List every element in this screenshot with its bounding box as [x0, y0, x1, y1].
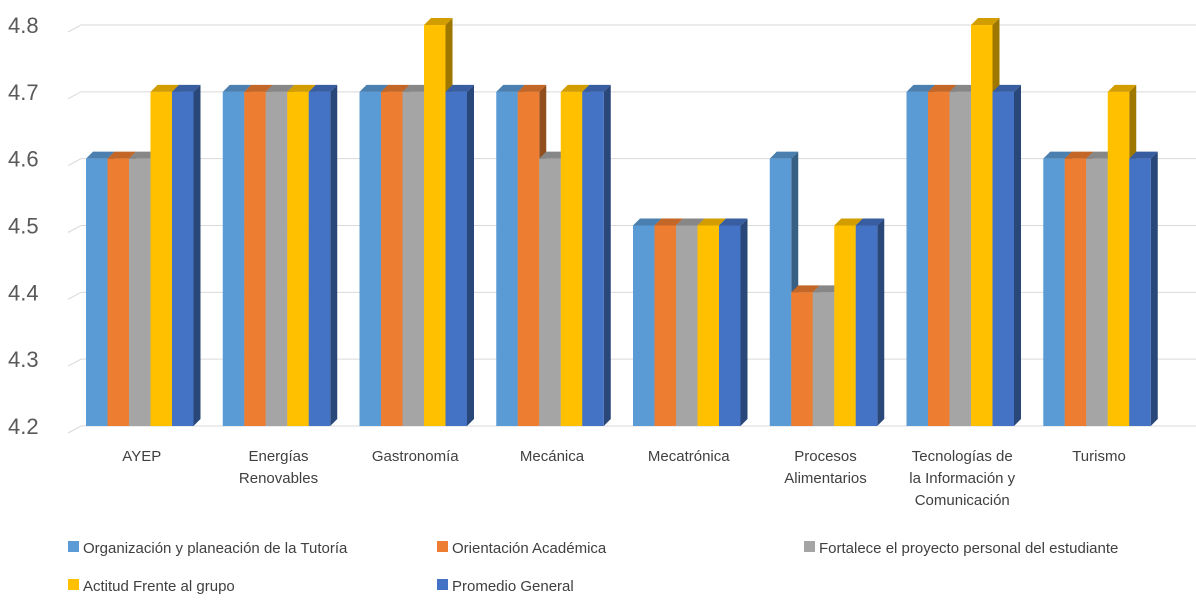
legend-swatch [68, 579, 79, 590]
x-tick-label: Gastronomía [372, 448, 459, 465]
legend-swatch [68, 541, 79, 552]
legend-label: Orientación Académica [452, 540, 607, 557]
legend-item: Fortalece el proyecto personal del estud… [804, 540, 1118, 557]
x-tick-label: Mecánica [520, 448, 585, 465]
x-tick-label: Tecnologías de la Información y Comunicaci… [909, 448, 1015, 509]
bar [1129, 151, 1158, 426]
legend-label: Fortalece el proyecto personal del estud… [819, 540, 1118, 557]
x-tick-label: Procesos Alimentarios [784, 448, 867, 487]
y-tick-label: 4.8 [8, 13, 39, 38]
legend-label: Organización y planeación de la Tutoría [83, 540, 348, 557]
bar [719, 218, 748, 426]
legend-item: Actitud Frente al grupo [68, 578, 235, 595]
bar [855, 218, 885, 426]
y-tick-label: 4.5 [8, 214, 39, 239]
legend-item: Promedio General [437, 578, 574, 595]
y-tick-label: 4.2 [8, 414, 39, 439]
legend-swatch [804, 541, 815, 552]
y-tick-label: 4.4 [8, 280, 39, 305]
y-tick-label: 4.6 [8, 147, 39, 172]
gridline [67, 425, 1196, 434]
legend-item: Orientación Académica [437, 540, 607, 557]
legend-swatch [437, 541, 448, 552]
bar [582, 84, 611, 426]
x-tick-label: Turismo [1072, 448, 1126, 465]
bar [172, 84, 201, 426]
y-tick-label: 4.7 [8, 80, 39, 105]
legend-label: Promedio General [452, 578, 574, 595]
bar [992, 84, 1021, 426]
legend-label: Actitud Frente al grupo [83, 578, 235, 595]
bar [445, 84, 474, 426]
legend-swatch [437, 579, 448, 590]
x-tick-label: Mecatrónica [648, 448, 730, 465]
bars [86, 18, 1158, 426]
y-tick-label: 4.3 [8, 347, 39, 372]
gridlines [67, 24, 1196, 434]
gridline [67, 91, 1196, 100]
legend-item: Organización y planeación de la Tutoría [68, 540, 348, 557]
bar [308, 84, 338, 426]
gridline [67, 225, 1196, 233]
x-axis-tick-labels: AYEP Energías Renovables Gastronomía Mecánic… [122, 448, 1126, 509]
x-tick-label: AYEP [122, 448, 161, 465]
gridline [67, 24, 1196, 33]
y-axis-tick-labels: 4.2 4.3 4.4 4.5 4.6 4.7 4.8 [8, 13, 39, 439]
x-tick-label: Energías Renovables [239, 448, 318, 487]
gridline [67, 158, 1196, 167]
legend: Organización y planeación de la Tutoría O… [68, 540, 1118, 595]
